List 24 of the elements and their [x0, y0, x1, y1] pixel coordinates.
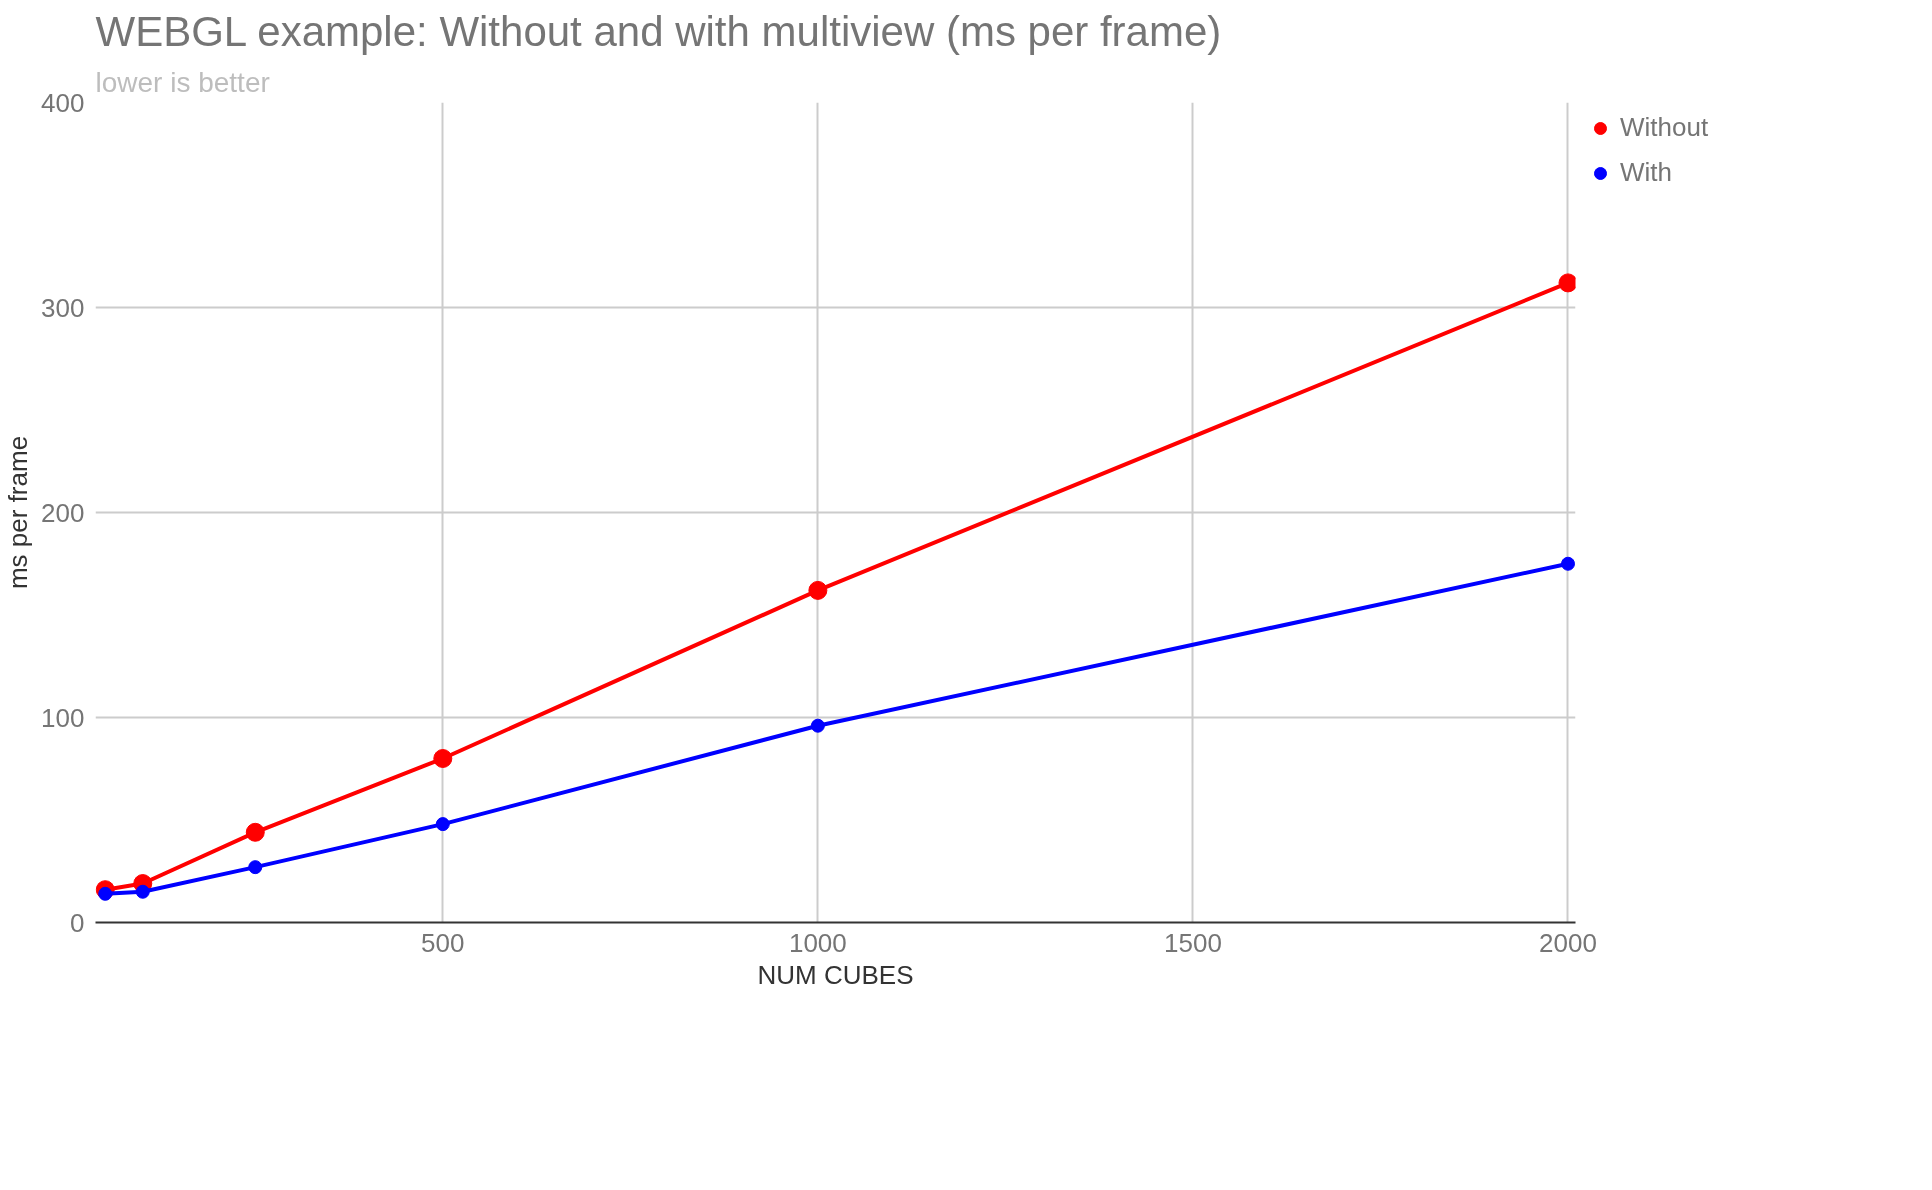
point: [248, 860, 263, 875]
point: [1558, 273, 1576, 293]
x-tick-label: 500: [421, 927, 465, 958]
point: [808, 580, 828, 600]
point: [433, 749, 453, 768]
legend-label: With: [1620, 157, 1672, 188]
x-tick-label: 1000: [788, 927, 847, 958]
point: [135, 884, 150, 899]
x-tick-label: 2000: [1539, 927, 1597, 958]
x-axis-title: NUM CUBES: [757, 959, 914, 990]
point: [1561, 556, 1575, 571]
y-tick-label: 300: [41, 292, 85, 323]
chart-subtitle: lower is better: [95, 66, 270, 98]
point: [435, 817, 450, 832]
y-tick-label: 200: [41, 497, 85, 528]
x-tick-label: 1500: [1164, 927, 1222, 958]
chart-title: WEBGL example: Without and with multiview (ms per frame): [95, 7, 1222, 55]
y-tick-label: 0: [70, 907, 85, 938]
point: [245, 822, 265, 842]
y-tick-label: 100: [41, 702, 85, 733]
legend-label: Without: [1620, 112, 1709, 143]
y-axis-title: ms per frame: [3, 435, 34, 590]
y-tick-label: 400: [41, 87, 85, 118]
point: [810, 718, 825, 733]
